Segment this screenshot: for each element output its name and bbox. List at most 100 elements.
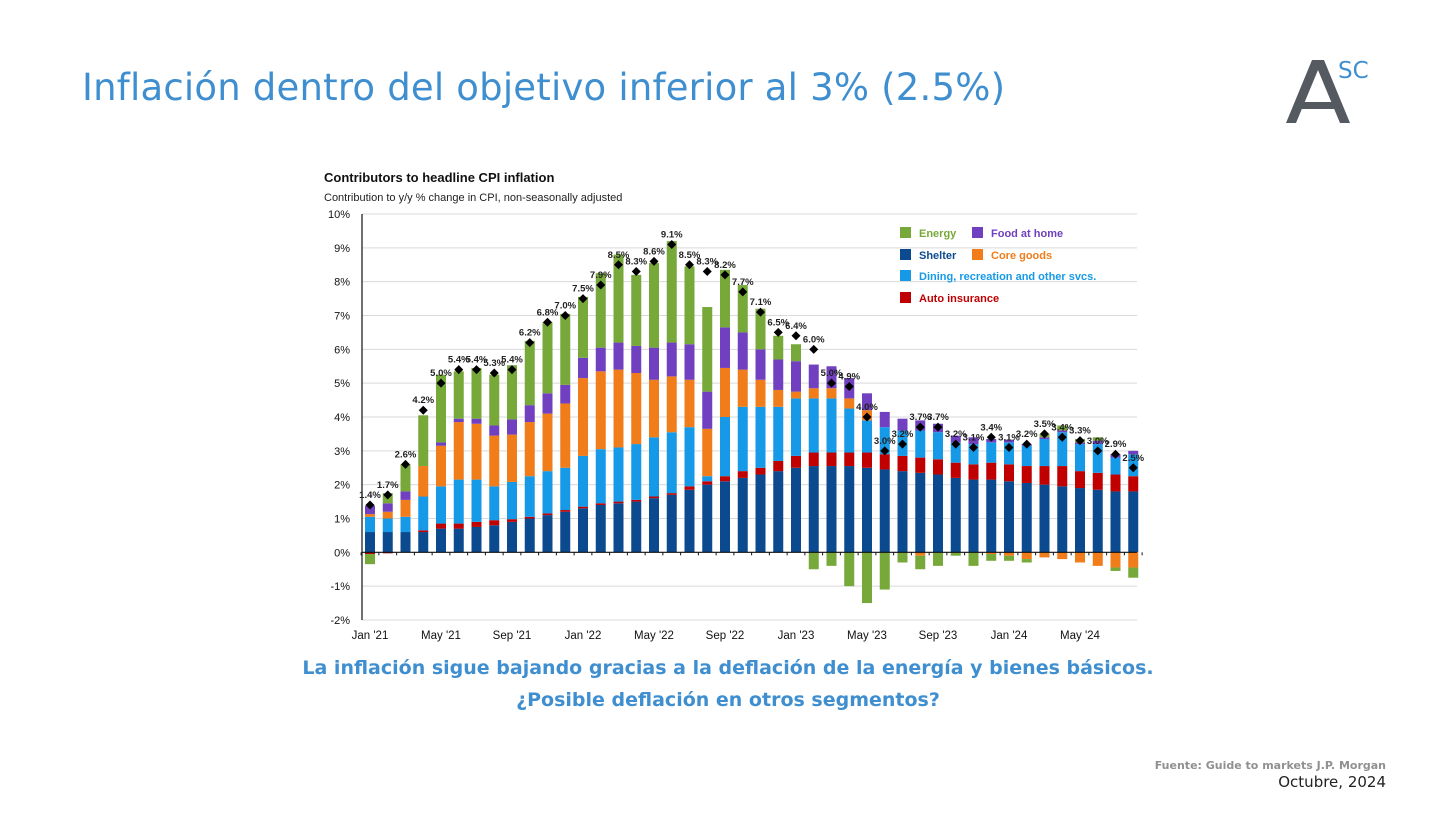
headline-cpi-marker (951, 439, 961, 449)
bar-segment-auto-insurance (737, 471, 748, 478)
bar-segment-energy (986, 554, 997, 561)
headline-cpi-label: 6.5% (767, 317, 789, 328)
headline-cpi-marker (614, 260, 623, 270)
headline-cpi-label: 3.1% (963, 432, 985, 443)
headline-cpi-marker (915, 422, 925, 432)
bar-segment-energy (684, 266, 695, 345)
bar-segment-energy (862, 552, 872, 604)
bar-segment-food-at-home (578, 357, 588, 379)
bar-segment-shelter (1075, 488, 1085, 553)
bar-segment-food-at-home (684, 344, 695, 380)
bar-segment-shelter (418, 532, 429, 553)
x-tick-label: Jan '21 (352, 630, 389, 642)
bar-segment-core-goods (542, 413, 553, 472)
bar-segment-shelter (382, 532, 393, 553)
bar-segment-dining-recreation-and-other-svcs (524, 476, 535, 517)
bar-segment-food-at-home (897, 418, 908, 431)
bar-segment-shelter (649, 498, 659, 553)
bar-segment-dining-recreation-and-other-svcs (915, 430, 926, 458)
bar-segment-core-goods (365, 514, 375, 517)
bar-segment-food-at-home (1092, 440, 1103, 445)
bar-segment-dining-recreation-and-other-svcs (755, 406, 766, 468)
bar-segment-auto-insurance (1110, 474, 1121, 492)
x-tick-label: May '23 (847, 630, 887, 642)
headline-cpi-label: 5.0% (430, 368, 452, 379)
headline-cpi-marker (685, 260, 694, 270)
bar-segment-auto-insurance (365, 552, 375, 555)
bar-segment-shelter (471, 526, 482, 553)
bar-segment-food-at-home (755, 349, 766, 380)
headline-cpi-marker (560, 311, 570, 320)
bar-segment-shelter (933, 474, 943, 553)
bar-segment-core-goods (560, 403, 571, 468)
bar-segment-shelter (365, 532, 375, 553)
bar-segment-dining-recreation-and-other-svcs (649, 437, 659, 497)
headline-cpi-label: 6.2% (519, 328, 541, 339)
headline-cpi-label: 3.2% (892, 429, 914, 440)
bar-segment-core-goods (1021, 552, 1032, 560)
legend-label-core-goods: Core goods (991, 250, 1052, 262)
x-tick-label: May '22 (634, 630, 674, 642)
bar-segment-core-goods (1110, 552, 1121, 568)
bar-segment-food-at-home (1004, 439, 1014, 443)
headline-cpi-marker (827, 378, 836, 388)
bar-segment-core-goods (436, 445, 446, 487)
y-tick-label: 0% (334, 547, 350, 559)
bar-segment-energy (400, 464, 411, 492)
headline-cpi-marker (436, 378, 446, 388)
bar-segment-food-at-home (489, 425, 500, 436)
headline-cpi-marker (720, 270, 730, 280)
headline-cpi-label: 6.0% (803, 334, 825, 345)
bar-segment-food-at-home (471, 418, 482, 424)
bar-segment-shelter (826, 466, 837, 553)
headline-cpi-label: 3.0% (874, 436, 896, 447)
headline-cpi-label: 8.5% (608, 250, 630, 261)
headline-cpi-marker (844, 382, 854, 392)
bar-segment-auto-insurance (808, 452, 819, 467)
headline-cpi-marker (1057, 432, 1067, 442)
bar-segment-dining-recreation-and-other-svcs (453, 479, 464, 524)
bar-segment-auto-insurance (613, 501, 624, 504)
bar-segment-auto-insurance (489, 520, 500, 526)
bar-segment-energy (666, 241, 677, 343)
bar-segment-dining-recreation-and-other-svcs (418, 496, 429, 531)
bar-segment-food-at-home (879, 411, 890, 428)
bar-segment-auto-insurance (1004, 464, 1014, 482)
headline-cpi-label: 8.2% (714, 260, 736, 271)
bar-segment-dining-recreation-and-other-svcs (666, 432, 677, 494)
bar-segment-core-goods (773, 389, 784, 407)
headline-cpi-label: 2.5% (1122, 453, 1144, 464)
bar-segment-core-goods (666, 376, 677, 433)
bar-segment-auto-insurance (1128, 476, 1139, 492)
headline-cpi-label: 5.4% (501, 355, 523, 366)
bar-segment-energy (471, 367, 482, 419)
bar-segment-core-goods (1128, 552, 1139, 568)
bar-segment-auto-insurance (418, 530, 429, 533)
bar-segment-core-goods (684, 379, 695, 428)
bar-segment-shelter (436, 528, 446, 553)
bar-segment-dining-recreation-and-other-svcs (1092, 444, 1103, 473)
bar-segment-energy (613, 254, 624, 343)
bar-segment-dining-recreation-and-other-svcs (950, 442, 961, 463)
bar-segment-energy (773, 335, 784, 360)
y-tick-label: 1% (334, 514, 350, 526)
headline-cpi-label: 5.4% (466, 355, 488, 366)
headline-cpi-label: 8.3% (696, 257, 718, 268)
bar-segment-shelter (773, 471, 784, 553)
bar-segment-auto-insurance (684, 486, 695, 490)
bar-segment-auto-insurance (933, 459, 943, 475)
headline-cpi-label: 2.9% (1105, 439, 1127, 450)
bar-segment-dining-recreation-and-other-svcs (436, 486, 446, 524)
headline-cpi-marker (1128, 463, 1138, 473)
bar-segment-core-goods (844, 398, 855, 409)
headline-cpi-marker (1093, 446, 1103, 456)
bar-segment-shelter (986, 479, 997, 553)
bar-segment-dining-recreation-and-other-svcs (791, 398, 801, 456)
bar-segment-food-at-home (649, 347, 659, 380)
bar-segment-auto-insurance (507, 519, 517, 522)
legend-label-food-at-home: Food at home (991, 228, 1063, 240)
bar-segment-shelter (702, 484, 713, 553)
bar-segment-food-at-home (791, 361, 801, 392)
bar-segment-dining-recreation-and-other-svcs (684, 427, 695, 487)
bar-segment-food-at-home (542, 393, 553, 414)
